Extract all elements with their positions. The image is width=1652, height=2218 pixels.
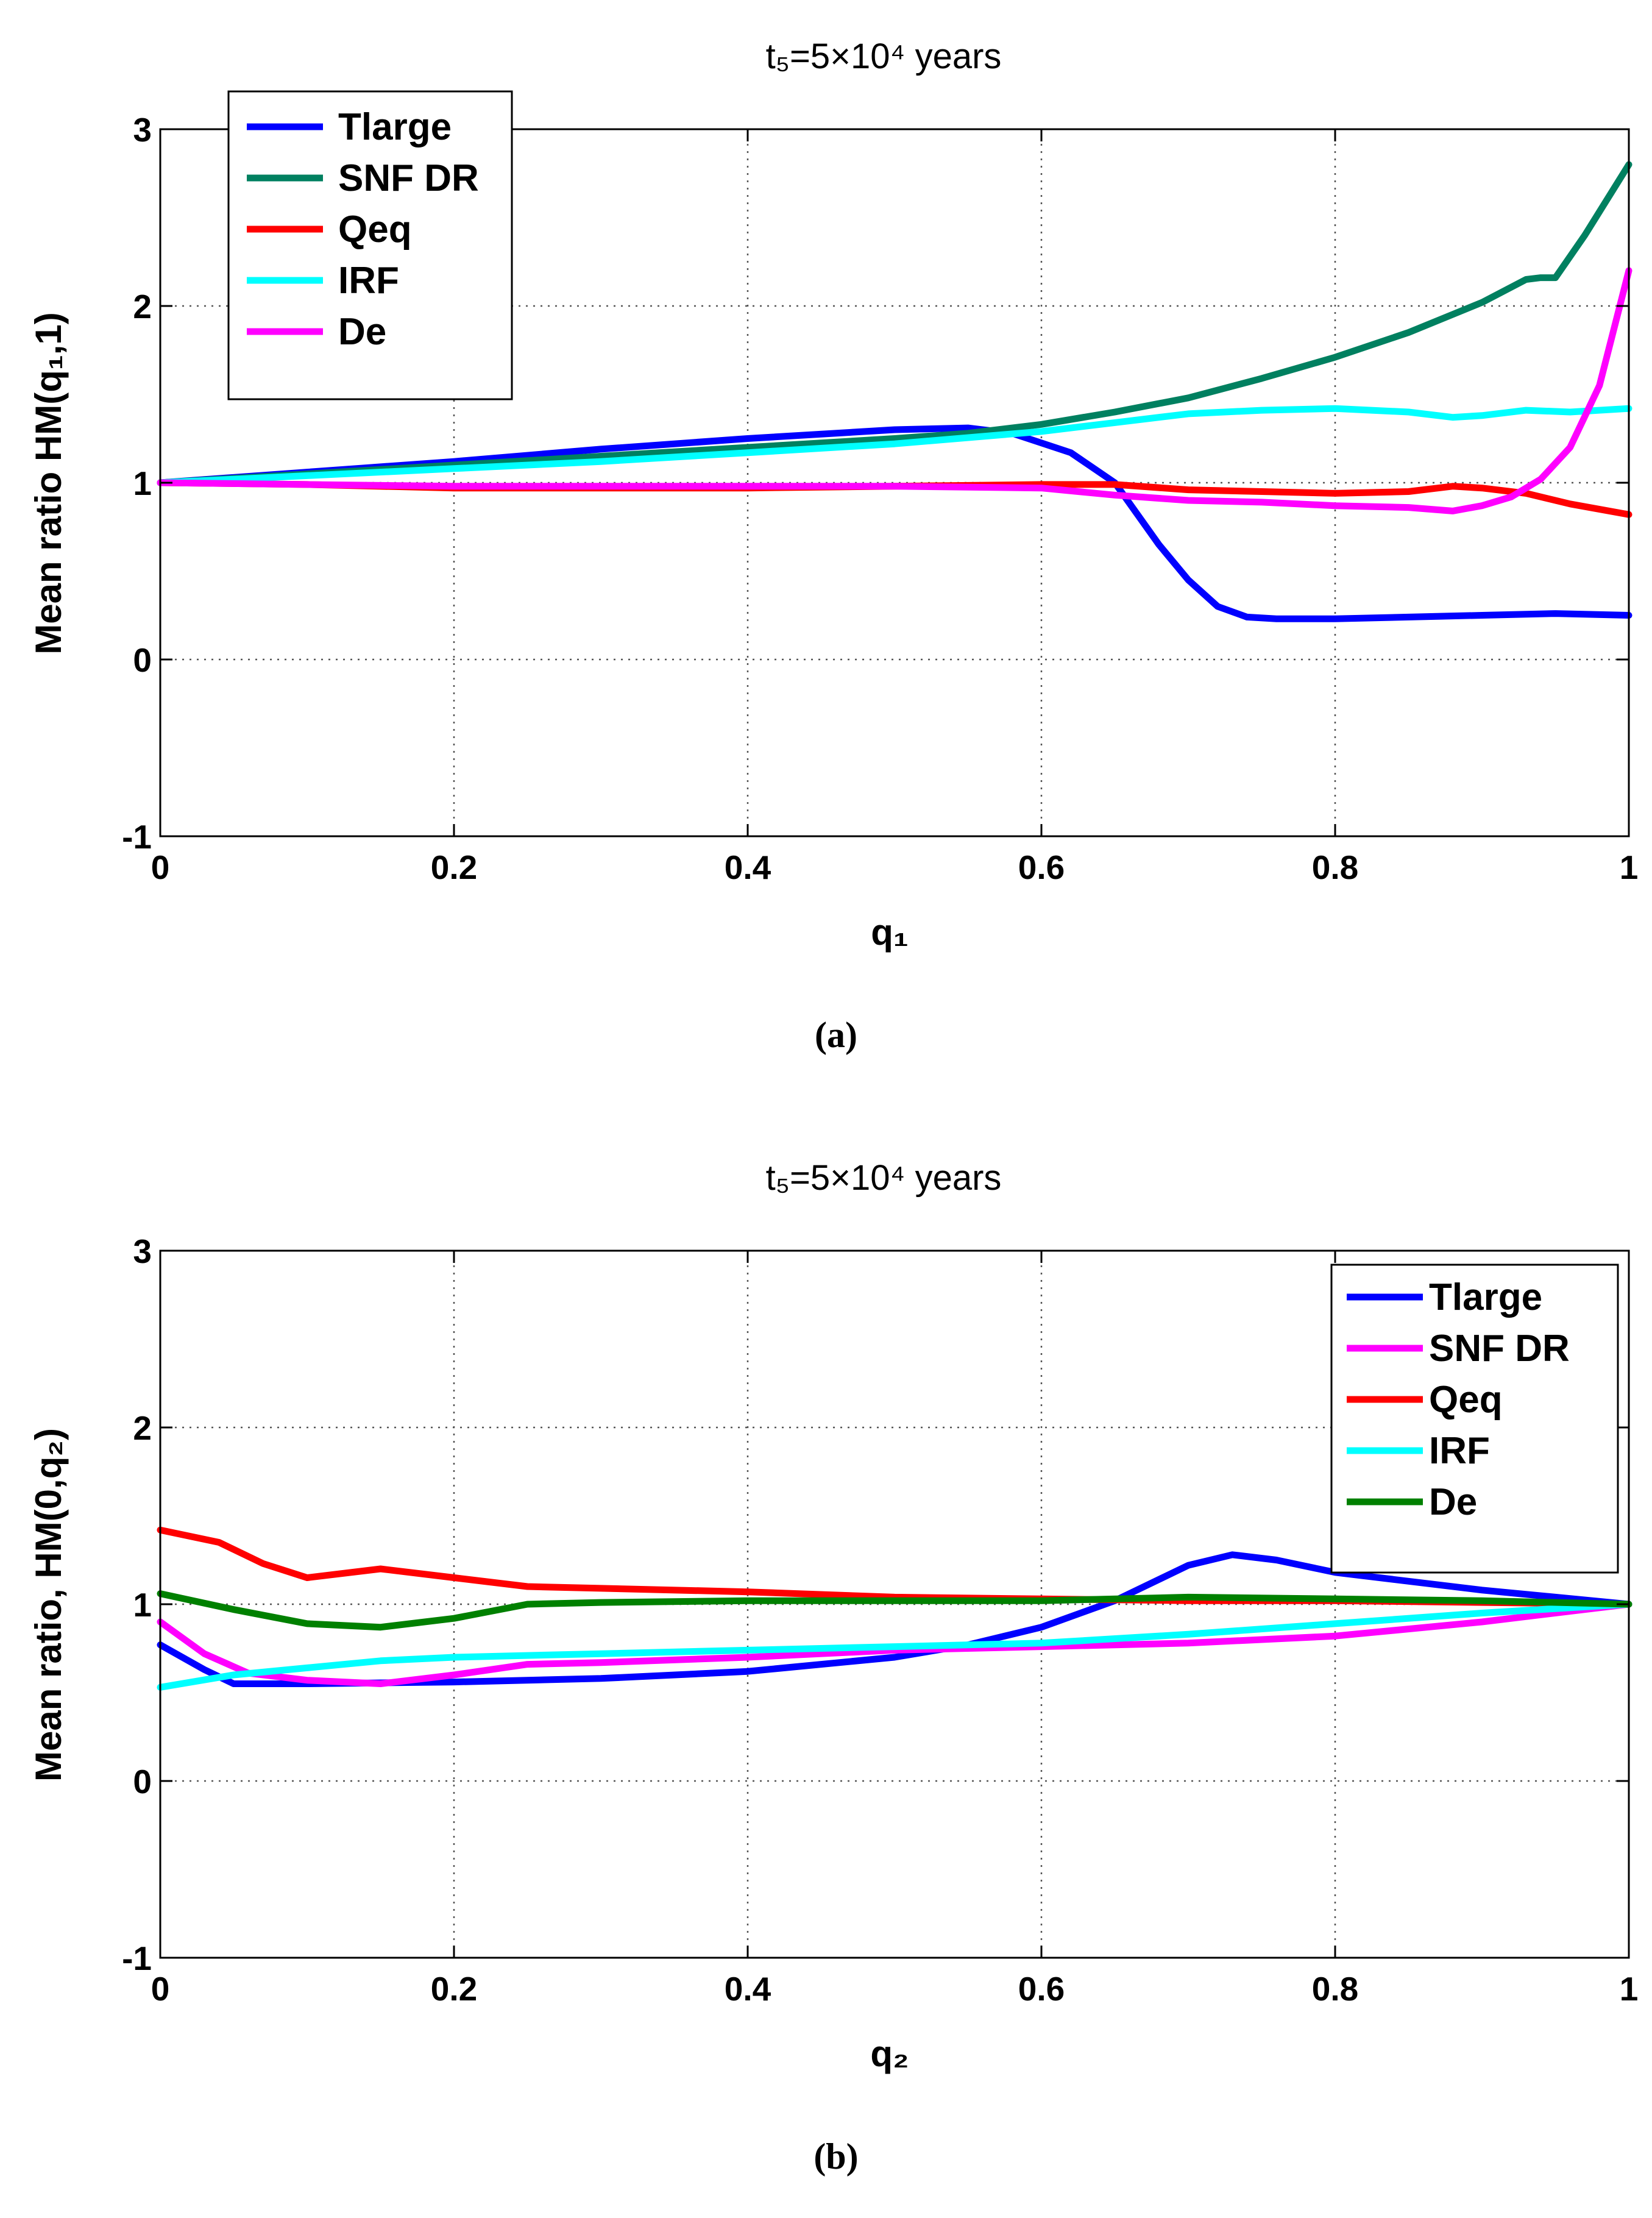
series-lines (157, 161, 1633, 622)
figure-caption: (a) (815, 1015, 857, 1055)
y-axis-label: Mean ratio, HM(0,q₂) (28, 1428, 69, 1782)
series-line-de (157, 267, 1633, 514)
legend-label-irf: IRF (1429, 1430, 1490, 1472)
y-axis-label: Mean ratio HM(q₁,1) (28, 312, 69, 655)
legend: Tlarge SNF DR Qeq IRF De (227, 90, 513, 400)
y-tick-label: 0 (133, 641, 152, 679)
x-tick-label: 1 (1620, 1970, 1639, 2008)
figure-caption: (b) (814, 2136, 858, 2177)
legend-label-tlarge: Tlarge (1429, 1276, 1542, 1318)
x-tick-label: 1 (1620, 848, 1639, 886)
x-axis-label: q₂ (870, 2033, 909, 2074)
series-line-irf (157, 1601, 1633, 1691)
x-tick-label: 0.6 (1018, 1970, 1065, 2008)
y-tick-label: 0 (133, 1763, 152, 1800)
series-line-tlarge (157, 424, 1633, 622)
x-axis-label: q₁ (871, 912, 908, 953)
x-tick-label: 0.8 (1312, 848, 1358, 886)
series-line-irf (157, 405, 1633, 486)
series-line-de (157, 1590, 1633, 1631)
legend-label-qeq: Qeq (338, 208, 412, 251)
y-tick-label: 3 (133, 111, 152, 149)
y-tick-label: 2 (133, 1409, 152, 1447)
legend-label-snf-dr: SNF DR (1429, 1328, 1570, 1370)
y-tick-label: 2 (133, 288, 152, 325)
x-tick-label: 0.4 (725, 848, 771, 886)
series-lines (157, 1526, 1633, 1691)
series-line-snf-dr (157, 161, 1633, 486)
x-tick-label: 0.2 (431, 1970, 477, 2008)
series-line-snf-dr (157, 1601, 1633, 1687)
legend-box (1330, 1264, 1619, 1574)
legend-label-de: De (1429, 1481, 1477, 1523)
chart-title: t₅=5×10⁴ years (766, 1158, 1002, 1198)
legend-label-de: De (338, 311, 386, 353)
legend-label-irf: IRF (338, 260, 399, 302)
y-tick-label: -1 (122, 1939, 152, 1977)
legend-box (227, 90, 513, 400)
x-tick-label: 0.8 (1312, 1970, 1358, 2008)
x-tick-label: 0 (151, 1970, 170, 2008)
legend-label-tlarge: Tlarge (338, 106, 452, 148)
y-tick-label: -1 (122, 818, 152, 856)
legend: Tlarge SNF DR Qeq IRF De (1330, 1264, 1619, 1574)
x-tick-label: 0.2 (431, 848, 477, 886)
y-tick-label: 3 (133, 1232, 152, 1270)
x-tick-label: 0 (151, 848, 170, 886)
legend-label-qeq: Qeq (1429, 1379, 1503, 1421)
y-tick-label: 1 (133, 1586, 152, 1624)
chart-title: t₅=5×10⁴ years (766, 37, 1002, 76)
x-tick-label: 0.6 (1018, 848, 1065, 886)
legend-label-snf-dr: SNF DR (338, 157, 479, 199)
y-tick-label: 1 (133, 464, 152, 502)
x-tick-label: 0.4 (725, 1970, 771, 2008)
